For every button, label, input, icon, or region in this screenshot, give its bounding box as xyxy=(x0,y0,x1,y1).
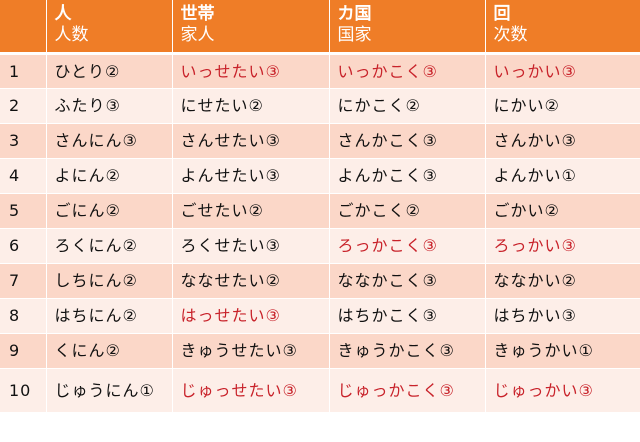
cell-times-reading: ななかい② xyxy=(485,263,640,299)
cell-household-reading: ごせたい② xyxy=(172,193,330,229)
cell-people-reading: ろくにん② xyxy=(46,228,173,264)
row-number: 7 xyxy=(0,263,47,299)
cell-household-reading: ななせたい② xyxy=(172,263,330,299)
header-people: 人人数 xyxy=(46,0,173,55)
header-household-counter: 世帯 xyxy=(180,4,215,24)
cell-household-reading: にせたい② xyxy=(172,88,330,124)
table-row: 10 じゅうにん① じゅっせたい③ じゅっかこく③ じゅっかい③ xyxy=(0,368,640,413)
cell-household-reading: よんせたい③ xyxy=(172,158,330,194)
cell-people-reading: ごにん② xyxy=(46,193,173,229)
cell-times-reading: にかい② xyxy=(485,88,640,124)
header-country-counter: カ国 xyxy=(337,4,372,24)
header-country-meaning: 国家 xyxy=(337,25,372,45)
table-row: 6 ろくにん② ろくせたい③ ろっかこく③ ろっかい③ xyxy=(0,228,640,264)
cell-times-reading: ろっかい③ xyxy=(485,228,640,264)
row-number: 9 xyxy=(0,333,47,369)
header-times: 回次数 xyxy=(485,0,640,55)
cell-times-reading: じゅっかい③ xyxy=(485,368,640,413)
cell-people-reading: さんにん③ xyxy=(46,123,173,159)
header-times-counter: 回 xyxy=(493,4,511,24)
cell-times-reading: ごかい② xyxy=(485,193,640,229)
cell-household-reading: いっせたい③ xyxy=(172,53,330,89)
table-row: 5 ごにん② ごせたい② ごかこく② ごかい② xyxy=(0,193,640,229)
row-number: 5 xyxy=(0,193,47,229)
cell-times-reading: さんかい③ xyxy=(485,123,640,159)
table-row: 4 よにん② よんせたい③ よんかこく③ よんかい① xyxy=(0,158,640,194)
row-number: 4 xyxy=(0,158,47,194)
cell-country-reading: よんかこく③ xyxy=(329,158,486,194)
row-number: 2 xyxy=(0,88,47,124)
cell-people-reading: はちにん② xyxy=(46,298,173,334)
header-household-meaning: 家人 xyxy=(180,25,215,45)
row-number: 3 xyxy=(0,123,47,159)
cell-household-reading: さんせたい③ xyxy=(172,123,330,159)
cell-people-reading: よにん② xyxy=(46,158,173,194)
table-row: 3 さんにん③ さんせたい③ さんかこく③ さんかい③ xyxy=(0,123,640,159)
cell-country-reading: にかこく② xyxy=(329,88,486,124)
cell-country-reading: ななかこく③ xyxy=(329,263,486,299)
cell-country-reading: いっかこく③ xyxy=(329,53,486,89)
cell-times-reading: よんかい① xyxy=(485,158,640,194)
cell-country-reading: さんかこく③ xyxy=(329,123,486,159)
header-household: 世帯 家人 xyxy=(172,0,330,55)
cell-country-reading: ごかこく② xyxy=(329,193,486,229)
cell-people-reading: じゅうにん① xyxy=(46,368,173,413)
cell-times-reading: きゅうかい① xyxy=(485,333,640,369)
cell-household-reading: きゅうせたい③ xyxy=(172,333,330,369)
cell-country-reading: じゅっかこく③ xyxy=(329,368,486,413)
cell-people-reading: しちにん② xyxy=(46,263,173,299)
header-times-meaning: 次数 xyxy=(493,25,528,45)
cell-people-reading: くにん② xyxy=(46,333,173,369)
table-row: 7 しちにん② ななせたい② ななかこく③ ななかい② xyxy=(0,263,640,299)
table-row: 8 はちにん② はっせたい③ はちかこく③ はちかい③ xyxy=(0,298,640,334)
cell-times-reading: いっかい③ xyxy=(485,53,640,89)
cell-household-reading: じゅっせたい③ xyxy=(172,368,330,413)
cell-country-reading: はちかこく③ xyxy=(329,298,486,334)
counter-table: 人人数 世帯 家人 カ国 国家 回次数 1 ひとり② いっせたい③ いっかこく③ いっかい③… xyxy=(0,0,640,413)
table-row: 2 ふたり③ にせたい② にかこく② にかい② xyxy=(0,88,640,124)
cell-times-reading: はちかい③ xyxy=(485,298,640,334)
cell-country-reading: ろっかこく③ xyxy=(329,228,486,264)
row-number: 8 xyxy=(0,298,47,334)
cell-people-reading: ふたり③ xyxy=(46,88,173,124)
header-number xyxy=(0,0,47,55)
table-row: 1 ひとり② いっせたい③ いっかこく③ いっかい③ xyxy=(0,53,640,89)
header-people-counter: 人 xyxy=(54,4,72,24)
row-number: 10 xyxy=(0,368,47,413)
row-number: 1 xyxy=(0,53,47,89)
cell-people-reading: ひとり② xyxy=(46,53,173,89)
header-row: 人人数 世帯 家人 カ国 国家 回次数 xyxy=(0,0,640,55)
row-number: 6 xyxy=(0,228,47,264)
cell-household-reading: ろくせたい③ xyxy=(172,228,330,264)
cell-household-reading: はっせたい③ xyxy=(172,298,330,334)
header-country: カ国 国家 xyxy=(329,0,486,55)
header-people-meaning: 人数 xyxy=(54,25,89,45)
table-row: 9 くにん② きゅうせたい③ きゅうかこく③ きゅうかい① xyxy=(0,333,640,369)
cell-country-reading: きゅうかこく③ xyxy=(329,333,486,369)
